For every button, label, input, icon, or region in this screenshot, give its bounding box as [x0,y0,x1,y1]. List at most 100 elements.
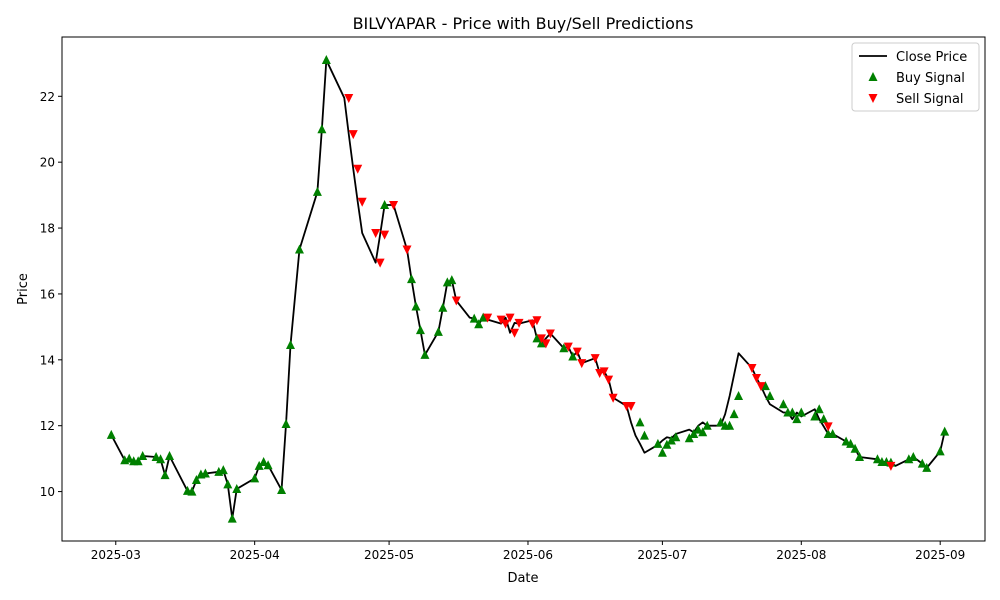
buy-signal-marker [124,453,134,463]
sell-signal-marker [604,375,614,385]
buy-signal-marker [693,424,703,434]
legend-sell-swatch [868,94,878,103]
y-tick-label: 10 [40,485,55,499]
buy-signal-marker [635,417,645,427]
sell-signal-marker [496,315,506,325]
buy-signal-marker [156,454,166,464]
buy-signal-marker [420,349,430,359]
buy-signal-marker [702,420,712,430]
buy-signal-marker [469,313,479,323]
sell-signal-marker [510,328,520,338]
buy-signal-marker [846,438,856,448]
buy-signal-marker [321,55,331,65]
buy-signal-marker [187,486,197,496]
buy-signal-marker [200,468,210,478]
buy-signal-marker [653,438,663,448]
buy-signal-marker [828,428,838,438]
buy-signal-marker [277,484,287,494]
buy-signal-marker [855,452,865,461]
sell-signal-marker [371,229,381,238]
buy-signal-marker [792,414,802,424]
buy-signal-marker [232,483,242,493]
buy-signal-marker [380,200,390,209]
x-axis-label: Date [507,571,538,586]
sell-signal-marker [747,364,757,374]
buy-signal-marker [312,186,322,196]
buy-signal-marker [411,301,421,311]
buy-signal-marker [532,333,542,343]
x-axis: 2025-03 2025-04 2025-05 2025-06 2025-07 2025-… [91,541,965,562]
buy-signal-marker [940,426,950,436]
buy-signal-marker [698,427,708,437]
buy-signal-marker [438,302,448,312]
sell-signal-marker [380,230,390,240]
x-tick-label: 2025-06 [503,548,553,562]
buy-signal-marker [263,460,273,470]
sell-signal-marker [527,319,537,329]
sell-signal-marker [626,401,636,411]
sell-signal-marker [572,347,582,357]
buy-signal-marker [841,436,851,446]
legend-label-buy-signal: Buy Signal [896,71,965,86]
buy-signal-marker [666,435,676,445]
sell-signal-marker [751,373,761,383]
sell-signal-marker [563,342,573,352]
sell-signal-marker [577,359,587,369]
buy-signal-marker [286,340,296,349]
sell-signal-marker [536,334,546,344]
buy-signal-marker [814,404,824,414]
sell-signal-marker [541,339,551,349]
buy-signal-marker [223,479,233,489]
buy-signal-marker [850,443,860,453]
buy-signal-marker [689,428,699,438]
buy-signal-marker [294,244,304,254]
y-tick-label: 16 [40,287,55,301]
buy-signal-marker [133,456,143,466]
buy-signal-marker [259,456,269,466]
sell-signal-marker [823,422,833,432]
sell-signal-marker [402,245,412,255]
plot-area [62,37,985,541]
y-tick-label: 12 [40,419,55,433]
buy-signal-marker [908,452,918,461]
sell-signal-marker [357,197,367,207]
buy-signal-marker [254,460,264,470]
buy-signal-marker [138,451,148,461]
buy-signal-marker [191,475,201,485]
sell-signal-marker [348,130,358,140]
buy-signal-marker [227,513,237,523]
buy-signal-marker [415,325,425,335]
y-tick-label: 20 [40,156,55,170]
x-tick-label: 2025-03 [91,548,141,562]
buy-signal-marker [657,447,667,457]
buy-signal-marker [917,458,927,468]
legend-label-sell-signal: Sell Signal [896,92,964,107]
x-tick-label: 2025-05 [364,548,414,562]
sell-signal-marker [886,461,896,471]
buy-signal-marker [796,407,806,417]
x-tick-label: 2025-08 [776,548,826,562]
sell-signal-marker [344,93,354,103]
y-tick-label: 22 [40,90,55,104]
buy-signal-marker [433,326,443,336]
y-axis: 10 12 14 16 18 20 22 [40,90,62,499]
buy-signal-marker [406,274,416,284]
buy-signal-marker [765,391,775,401]
buy-signal-marker [729,409,739,419]
legend-buy-swatch [868,72,878,81]
y-axis-label: Price [16,273,31,305]
buy-signal-marker [662,439,672,449]
y-tick-label: 18 [40,222,55,236]
sell-signal-marker [501,319,511,329]
buy-signal-marker [734,391,744,401]
buy-signal-marker [250,473,260,483]
sell-signal-marker [599,367,609,377]
sell-signal-marker [545,329,555,339]
buy-signal-marker [716,417,726,427]
signal-marker-layer [106,55,950,523]
x-tick-label: 2025-04 [230,548,280,562]
chart-title: BILVYAPAR - Price with Buy/Sell Predicti… [353,14,694,33]
buy-signal-marker [281,419,291,429]
buy-signal-marker [160,470,170,480]
buy-signal-marker [568,351,578,361]
